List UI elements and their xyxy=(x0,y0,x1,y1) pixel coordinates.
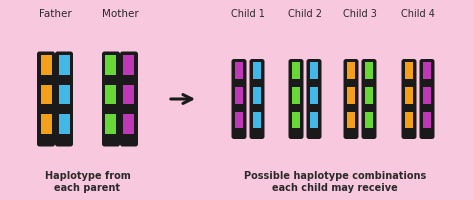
FancyBboxPatch shape xyxy=(249,60,264,139)
Bar xyxy=(235,63,243,79)
Bar xyxy=(58,115,70,134)
Bar xyxy=(292,112,300,129)
Bar xyxy=(235,88,243,104)
FancyBboxPatch shape xyxy=(37,52,55,147)
Bar xyxy=(405,112,413,129)
FancyBboxPatch shape xyxy=(289,60,303,139)
Bar xyxy=(40,85,52,105)
Bar xyxy=(347,112,355,129)
Bar xyxy=(405,88,413,104)
Text: Mother: Mother xyxy=(101,9,138,19)
Text: Child 3: Child 3 xyxy=(343,9,377,19)
Bar xyxy=(347,88,355,104)
Text: Child 1: Child 1 xyxy=(231,9,265,19)
Bar xyxy=(106,115,117,134)
Text: Child 2: Child 2 xyxy=(288,9,322,19)
FancyBboxPatch shape xyxy=(102,52,120,147)
Bar xyxy=(310,112,318,129)
Bar xyxy=(253,88,261,104)
FancyBboxPatch shape xyxy=(307,60,321,139)
Bar xyxy=(365,112,373,129)
Bar xyxy=(106,56,117,75)
Bar xyxy=(40,56,52,75)
Bar xyxy=(58,85,70,105)
Bar xyxy=(365,63,373,79)
Bar xyxy=(124,56,135,75)
Bar xyxy=(423,112,431,129)
FancyBboxPatch shape xyxy=(55,52,73,147)
FancyBboxPatch shape xyxy=(362,60,376,139)
Bar xyxy=(253,63,261,79)
Bar xyxy=(124,85,135,105)
Bar xyxy=(124,115,135,134)
FancyBboxPatch shape xyxy=(344,60,358,139)
FancyBboxPatch shape xyxy=(231,60,246,139)
FancyBboxPatch shape xyxy=(401,60,417,139)
Text: Child 4: Child 4 xyxy=(401,9,435,19)
Bar xyxy=(253,112,261,129)
Bar xyxy=(58,56,70,75)
Bar xyxy=(310,63,318,79)
FancyBboxPatch shape xyxy=(419,60,435,139)
Bar xyxy=(310,88,318,104)
Text: Possible haplotype combinations
each child may receive: Possible haplotype combinations each chi… xyxy=(244,171,426,192)
Bar xyxy=(405,63,413,79)
Bar xyxy=(235,112,243,129)
Bar xyxy=(365,88,373,104)
Bar xyxy=(106,85,117,105)
Bar xyxy=(423,88,431,104)
Bar xyxy=(292,88,300,104)
FancyBboxPatch shape xyxy=(120,52,138,147)
Bar xyxy=(292,63,300,79)
Bar xyxy=(40,115,52,134)
Text: Haplotype from
each parent: Haplotype from each parent xyxy=(45,171,130,192)
Bar xyxy=(347,63,355,79)
Bar xyxy=(423,63,431,79)
Text: Father: Father xyxy=(38,9,72,19)
